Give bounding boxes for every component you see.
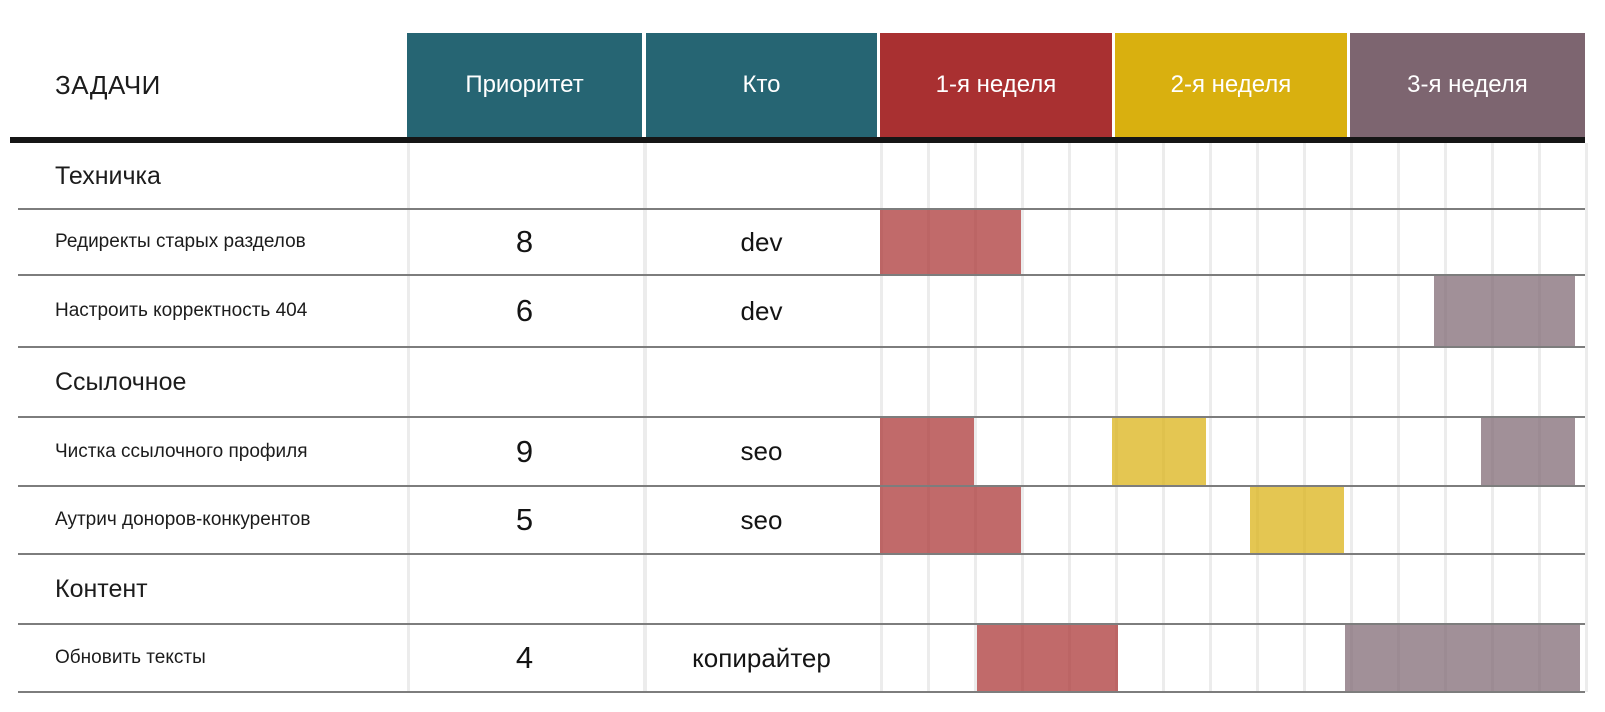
- priority-cell: 6: [515, 293, 534, 328]
- who-column-header-label: Кто: [742, 71, 781, 98]
- gantt-bar: [977, 624, 1118, 692]
- task-row-label: Аутрич доноров-конкурентов: [55, 509, 311, 530]
- section-row-label: Контент: [55, 574, 148, 603]
- week3-column-header-label: 3-я неделя: [1407, 71, 1528, 98]
- priority-cell: 4: [515, 640, 534, 675]
- priority-cell: 8: [515, 224, 534, 259]
- priority-cell: 5: [515, 502, 534, 537]
- who-cell: seo: [740, 504, 783, 535]
- grid-line-day: [1585, 143, 1588, 692]
- gantt-bar: [880, 417, 974, 486]
- gantt-bar: [1481, 417, 1575, 486]
- week2-column-header-label: 2-я неделя: [1170, 71, 1292, 98]
- week3-column-header: 3-я неделя: [1350, 33, 1585, 137]
- row-divider: [18, 274, 1585, 276]
- section-row-label: Техничка: [55, 161, 161, 190]
- row-divider: [18, 485, 1585, 487]
- task-row-label: Редиректы старых разделов: [55, 231, 306, 252]
- gantt-bar: [880, 209, 1021, 275]
- gantt-bar: [1112, 417, 1206, 486]
- gantt-bar: [880, 486, 1021, 554]
- section-row-label: Ссылочное: [55, 367, 187, 396]
- week1-column-header-label: 1-я неделя: [935, 71, 1057, 98]
- tasks-column-header: ЗАДАЧИ: [55, 69, 161, 100]
- row-divider: [18, 346, 1585, 348]
- header-divider-line: [10, 137, 1585, 143]
- row-divider: [18, 623, 1585, 625]
- gantt-bar: [1434, 275, 1575, 347]
- task-row-label: Чистка ссылочного профиля: [55, 440, 308, 462]
- who-cell: копирайтер: [692, 642, 831, 673]
- task-row-label: Настроить корректность 404: [55, 300, 308, 321]
- row-divider: [18, 208, 1585, 210]
- who-cell: dev: [740, 226, 783, 257]
- gantt-bar: [1345, 624, 1580, 692]
- priority-column-header-label: Приоритет: [465, 71, 584, 98]
- task-row-label: Обновить тексты: [55, 647, 206, 668]
- priority-cell: 9: [515, 433, 534, 469]
- who-cell: seo: [740, 436, 783, 466]
- priority-column-header: Приоритет: [407, 33, 642, 137]
- who-column-header: Кто: [646, 33, 877, 137]
- gantt-bar: [1250, 486, 1344, 554]
- row-divider: [18, 553, 1585, 555]
- row-divider: [18, 416, 1585, 418]
- row-divider: [18, 691, 1585, 693]
- week2-column-header: 2-я неделя: [1115, 33, 1347, 137]
- who-cell: dev: [740, 295, 783, 326]
- week1-column-header: 1-я неделя: [880, 33, 1112, 137]
